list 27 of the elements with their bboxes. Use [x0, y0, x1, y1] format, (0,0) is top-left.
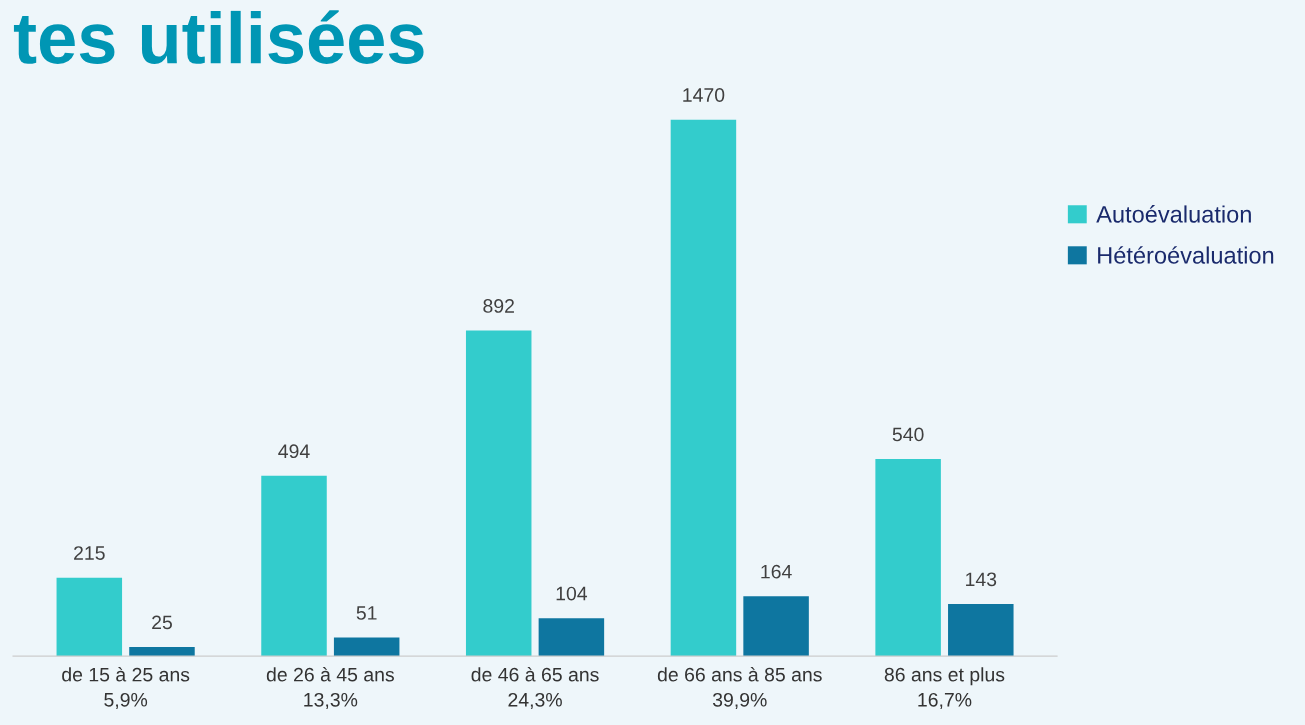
data-label: 892 — [483, 299, 514, 313]
x-tick-label: de 66 ans à 85 ans 39,9% — [657, 667, 822, 709]
bar — [333, 637, 400, 657]
bar — [465, 330, 532, 657]
bar — [948, 603, 1014, 657]
data-label: 25 — [152, 615, 172, 630]
data-label: 540 — [892, 427, 924, 442]
x-tick-label: de 46 à 65 ans 24,3% — [471, 667, 599, 709]
bar — [743, 596, 809, 657]
x-tick-label: de 26 à 45 ans 13,3% — [266, 667, 394, 709]
x-tick-label: 86 ans et plus 16,7% — [884, 667, 1005, 709]
data-label: 164 — [761, 564, 792, 579]
legend-label: Autoévaluation — [1096, 205, 1251, 223]
bar — [875, 459, 941, 657]
data-label: 1470 — [683, 88, 725, 102]
chart-title: tes utilisées — [13, 10, 424, 64]
data-label: 51 — [356, 606, 377, 620]
bar — [56, 577, 123, 657]
legend-label: Hétéroévaluation — [1098, 246, 1274, 264]
data-label: 494 — [278, 444, 310, 459]
bar — [261, 475, 327, 657]
x-tick-label: de 15 à 25 ans 5,9% — [62, 667, 190, 709]
bar — [538, 618, 605, 657]
bar — [670, 119, 737, 657]
data-label: 215 — [74, 546, 105, 560]
data-label: 104 — [556, 586, 588, 601]
data-label: 143 — [966, 572, 997, 587]
